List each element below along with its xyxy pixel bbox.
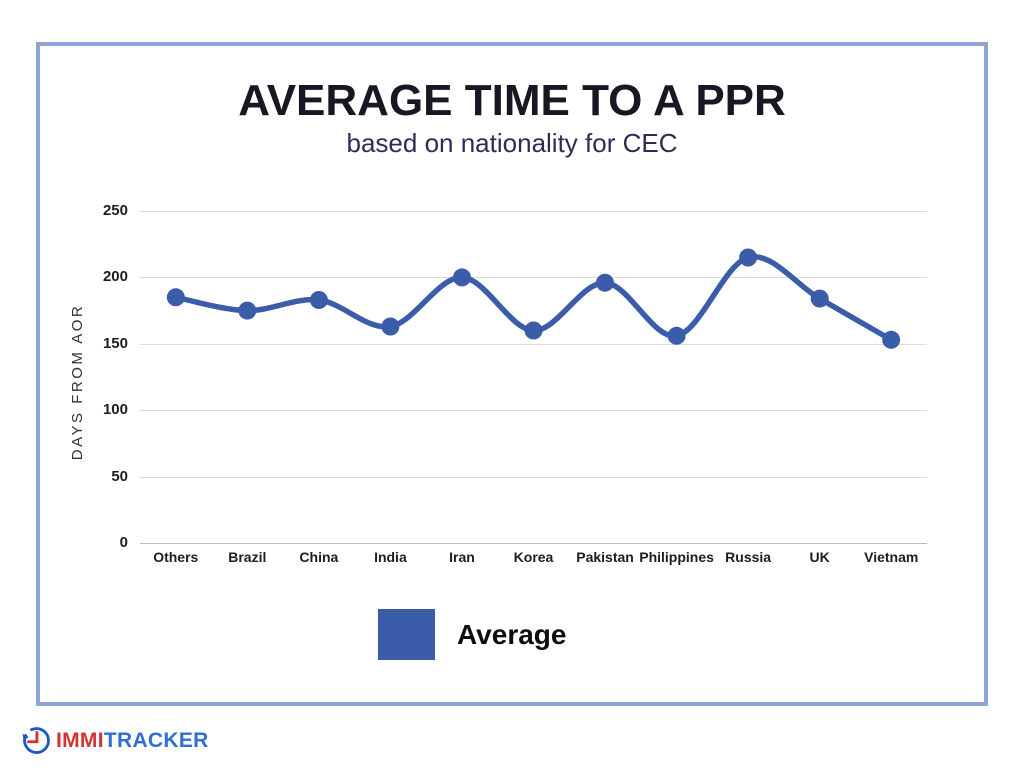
data-point-philippines[interactable] — [667, 326, 686, 345]
gridline-150 — [140, 343, 927, 345]
data-point-korea[interactable] — [524, 321, 543, 340]
x-tick-label-china: China — [299, 549, 339, 565]
x-tick-label-india: India — [374, 549, 407, 565]
data-point-india[interactable] — [381, 317, 400, 336]
x-tick-label-uk: UK — [809, 549, 830, 565]
data-point-china[interactable] — [309, 291, 328, 309]
chart-title: AVERAGE TIME TO A PPR — [238, 76, 786, 125]
y-tick-label-0: 0 — [119, 534, 128, 551]
data-point-vietnam[interactable] — [882, 330, 901, 349]
gridline-50 — [140, 476, 927, 478]
x-tick-label-iran: Iran — [449, 549, 475, 565]
gridline-250 — [140, 211, 927, 212]
y-tick-label-150: 150 — [102, 334, 128, 352]
x-tick-label-russia: Russia — [725, 549, 772, 565]
logo-text-tracker: TRACKER — [103, 728, 209, 752]
x-tick-label-vietnam: Vietnam — [864, 549, 919, 565]
logo-text: IMMITRACKER — [56, 729, 209, 753]
data-point-iran[interactable] — [453, 268, 471, 287]
y-axis-title: DAYS FROM AOR — [69, 303, 86, 461]
x-tick-label-brazil: Brazil — [228, 549, 267, 565]
y-tick-label-200: 200 — [102, 268, 128, 286]
chart-subtitle: based on nationality for CEC — [346, 128, 678, 158]
immitracker-logo[interactable]: IMMITRACKER — [20, 724, 209, 757]
x-tick-label-others: Others — [153, 549, 199, 565]
x-tick-label-philippines: Philippines — [639, 549, 714, 565]
legend: Average — [378, 609, 566, 660]
clock-rewind-icon — [22, 727, 50, 754]
x-tick-label-pakistan: Pakistan — [576, 549, 634, 565]
card-border — [36, 42, 988, 706]
data-point-russia[interactable] — [739, 248, 758, 267]
logo-text-immi: IMMI — [56, 728, 104, 752]
gridline-0 — [140, 543, 927, 544]
y-tick-label-50: 50 — [111, 467, 128, 485]
data-point-uk[interactable] — [810, 289, 829, 308]
gridline-200 — [140, 277, 927, 279]
line-chart-plot — [166, 248, 901, 349]
legend-label: Average — [457, 618, 567, 650]
gridline-100 — [140, 410, 927, 412]
legend-swatch-average — [378, 609, 435, 660]
y-tick-label-250: 250 — [102, 202, 128, 219]
y-tick-label-100: 100 — [102, 401, 128, 419]
x-tick-label-korea: Korea — [513, 549, 554, 565]
data-point-others[interactable] — [166, 288, 185, 307]
data-point-pakistan[interactable] — [596, 273, 614, 292]
data-point-brazil[interactable] — [238, 301, 257, 320]
